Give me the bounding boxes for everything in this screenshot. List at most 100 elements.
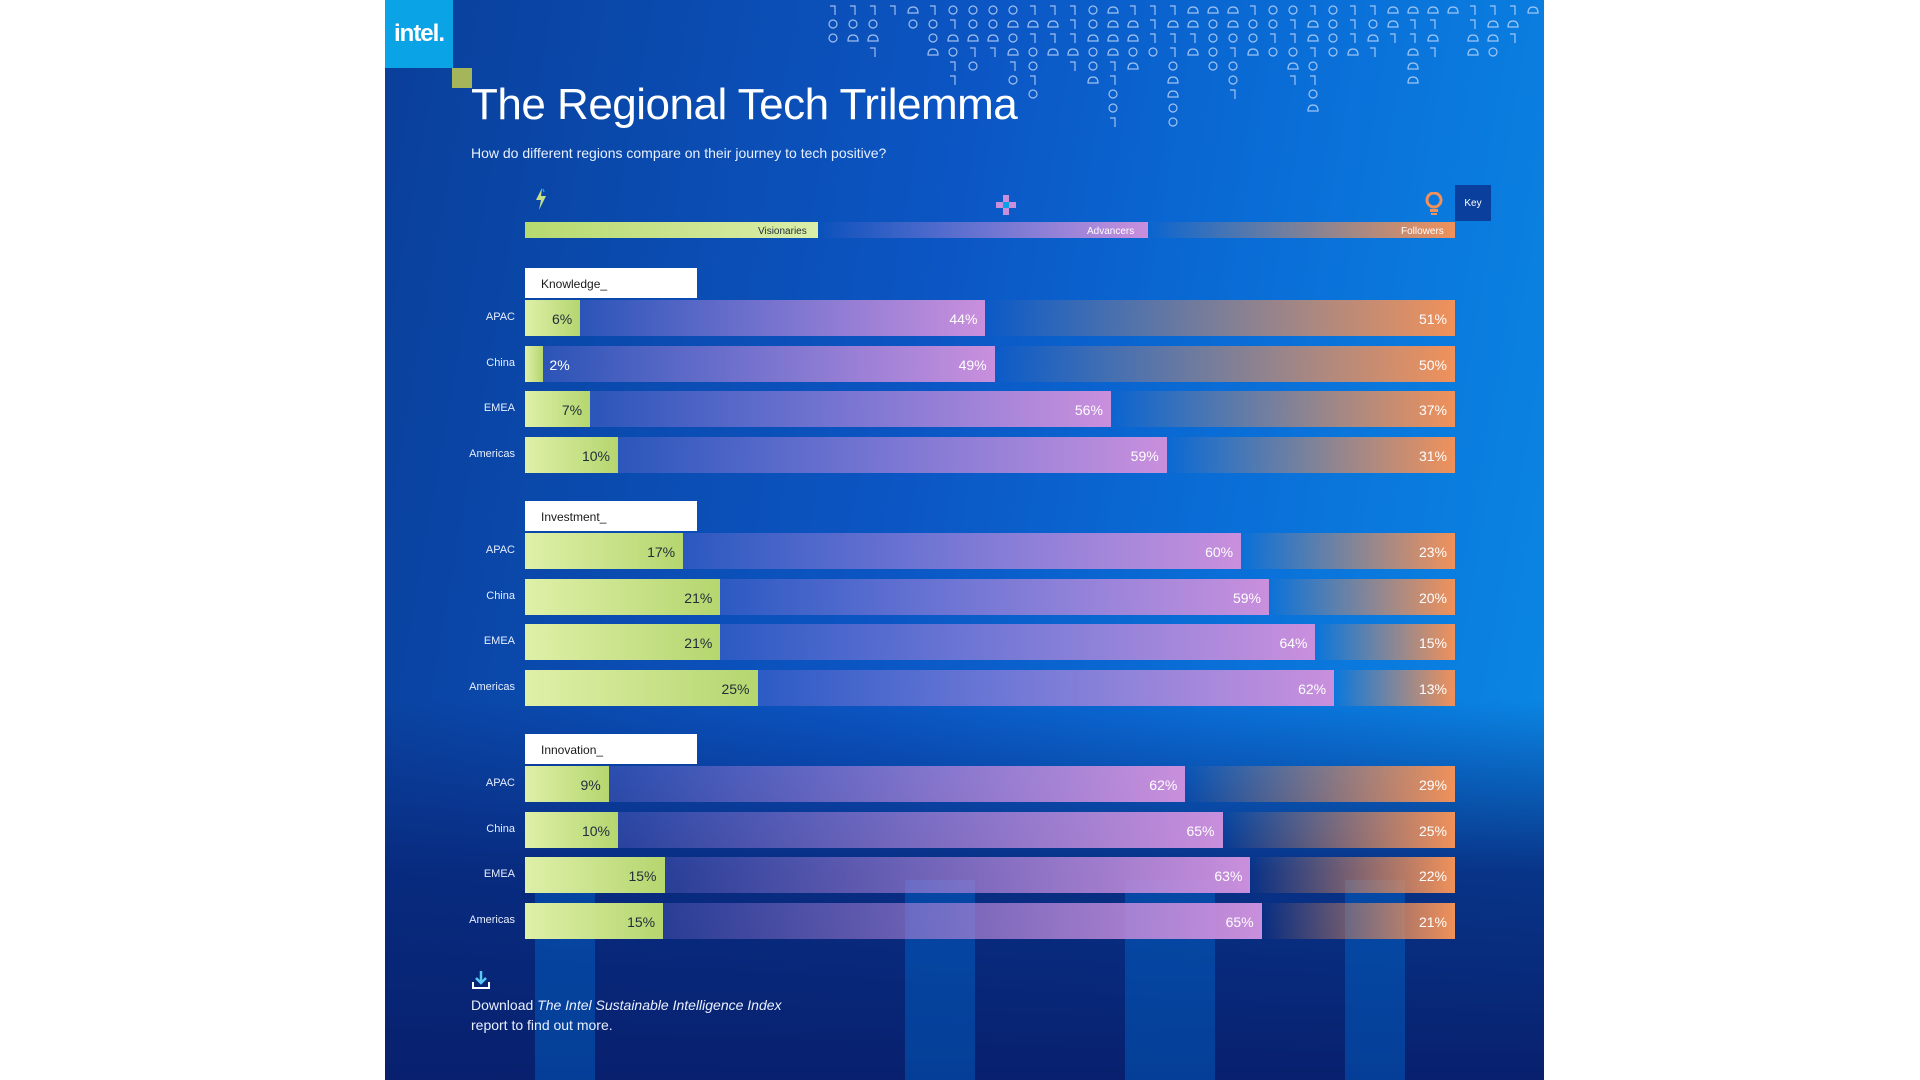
lightning-icon bbox=[535, 188, 547, 215]
decorative-glyph bbox=[1347, 48, 1359, 56]
decorative-glyph bbox=[1087, 76, 1099, 84]
report-name[interactable]: The Intel Sustainable Intelligence Index bbox=[537, 997, 782, 1013]
bar-segment-advancers bbox=[757, 670, 1335, 706]
decorative-glyph bbox=[1247, 48, 1259, 56]
decorative-glyph bbox=[1427, 34, 1439, 42]
bar-segment-advancers bbox=[618, 437, 1167, 473]
bar-row: 17% 60% 23% bbox=[525, 533, 1455, 569]
decorative-glyph bbox=[1227, 6, 1239, 14]
decorative-glyph bbox=[1228, 33, 1238, 43]
decorative-glyph bbox=[1487, 34, 1499, 42]
decorative-glyph bbox=[1470, 19, 1476, 29]
decorative-glyph bbox=[1268, 5, 1278, 15]
decorative-glyph bbox=[1088, 5, 1098, 15]
decorative-glyph bbox=[1070, 61, 1076, 71]
decorative-glyph bbox=[1190, 33, 1196, 43]
data-label-advancers: 49% bbox=[958, 357, 987, 373]
key-button[interactable]: Key bbox=[1455, 185, 1491, 221]
decorative-glyph bbox=[1368, 19, 1378, 29]
key-bar-followers bbox=[1148, 222, 1455, 238]
decorative-glyph bbox=[850, 5, 856, 15]
decorative-glyph bbox=[1328, 33, 1338, 43]
region-label: China bbox=[486, 357, 515, 369]
bar-segment-advancers bbox=[720, 624, 1316, 660]
bar-row: 21% 64% 15% bbox=[525, 624, 1455, 660]
decorative-glyph bbox=[1510, 33, 1516, 43]
decorative-glyph bbox=[868, 19, 878, 29]
decorative-glyph bbox=[1350, 19, 1356, 29]
download-text-prefix: Download bbox=[471, 997, 538, 1013]
decorative-glyph bbox=[1227, 20, 1239, 28]
data-label-advancers: 56% bbox=[1074, 402, 1103, 418]
bar-segment-followers bbox=[1250, 857, 1455, 893]
decorative-glyph bbox=[1328, 47, 1338, 57]
decorative-glyph bbox=[1507, 20, 1519, 28]
decorative-glyph bbox=[908, 19, 918, 29]
decorative-glyph bbox=[1290, 75, 1296, 85]
page-subtitle: How do different regions compare on thei… bbox=[471, 145, 887, 161]
decorative-glyph bbox=[948, 47, 958, 57]
bar-segment-followers bbox=[1166, 437, 1455, 473]
decorative-glyph bbox=[968, 61, 978, 71]
decorative-glyph bbox=[1250, 5, 1256, 15]
decorative-glyph bbox=[1007, 20, 1019, 28]
data-label-advancers: 65% bbox=[1225, 914, 1254, 930]
data-label-advancers: 44% bbox=[949, 311, 978, 327]
bar-row: 25% 62% 13% bbox=[525, 670, 1455, 706]
data-label-followers: 37% bbox=[1418, 402, 1447, 418]
lightbulb-icon bbox=[1425, 191, 1443, 221]
region-label: EMEA bbox=[483, 402, 515, 414]
decorative-glyph bbox=[1208, 19, 1218, 29]
decorative-glyph bbox=[1430, 19, 1436, 29]
data-label-visionaries: 10% bbox=[581, 448, 610, 464]
decorative-glyph bbox=[1107, 48, 1119, 56]
region-label: Americas bbox=[469, 914, 515, 926]
decorative-glyph bbox=[968, 5, 978, 15]
decorative-glyph bbox=[1008, 75, 1018, 85]
decorative-glyph bbox=[1350, 33, 1356, 43]
data-label-followers: 13% bbox=[1418, 681, 1447, 697]
region-label: China bbox=[486, 590, 515, 602]
decorative-glyph bbox=[1228, 61, 1238, 71]
decorative-glyph bbox=[1030, 5, 1036, 15]
decorative-glyph bbox=[1108, 89, 1118, 99]
decorative-glyph bbox=[1287, 62, 1299, 70]
decorative-glyph bbox=[1050, 33, 1056, 43]
decorative-glyph bbox=[1248, 33, 1258, 43]
decorative-glyph bbox=[1107, 20, 1119, 28]
data-label-advancers: 65% bbox=[1186, 823, 1215, 839]
bar-segment-visionaries bbox=[525, 437, 618, 473]
bar-segment-followers bbox=[1241, 533, 1455, 569]
decorative-glyph bbox=[830, 5, 836, 15]
data-label-visionaries: 2% bbox=[549, 357, 570, 373]
data-label-visionaries: 9% bbox=[580, 777, 601, 793]
decorative-glyph bbox=[988, 19, 998, 29]
download-text[interactable]: Download The Intel Sustainable Intellige… bbox=[471, 995, 782, 1035]
decorative-glyph bbox=[867, 34, 879, 42]
decorative-glyph bbox=[1527, 6, 1539, 14]
decorative-glyph bbox=[1110, 61, 1116, 71]
bar-segment-followers bbox=[1261, 903, 1455, 939]
decorative-glyph bbox=[1047, 20, 1059, 28]
infographic-poster: intel. The Regional Tech Trilemma How do… bbox=[385, 0, 1544, 1080]
bar-segment-followers bbox=[985, 300, 1455, 336]
decorative-glyph bbox=[1370, 47, 1376, 57]
data-label-visionaries: 17% bbox=[647, 544, 676, 560]
decorative-glyph bbox=[1050, 5, 1056, 15]
bar-row: 7% 56% 37% bbox=[525, 391, 1455, 427]
decorative-glyph bbox=[1410, 33, 1416, 43]
data-label-followers: 21% bbox=[1418, 914, 1447, 930]
decorative-glyph bbox=[1248, 19, 1258, 29]
decorative-glyph bbox=[1290, 19, 1296, 29]
download-icon[interactable] bbox=[471, 970, 491, 995]
data-label-followers: 23% bbox=[1418, 544, 1447, 560]
bar-segment-advancers bbox=[580, 300, 986, 336]
key-label-followers: Followers bbox=[1401, 226, 1444, 237]
decorative-glyph bbox=[1010, 61, 1016, 71]
decorative-glyph bbox=[1310, 47, 1316, 57]
data-label-followers: 25% bbox=[1418, 823, 1447, 839]
decorative-glyph bbox=[1288, 47, 1298, 57]
bar-segment-visionaries bbox=[525, 533, 684, 569]
bar-segment-advancers bbox=[683, 533, 1242, 569]
decorative-glyph bbox=[1427, 6, 1439, 14]
